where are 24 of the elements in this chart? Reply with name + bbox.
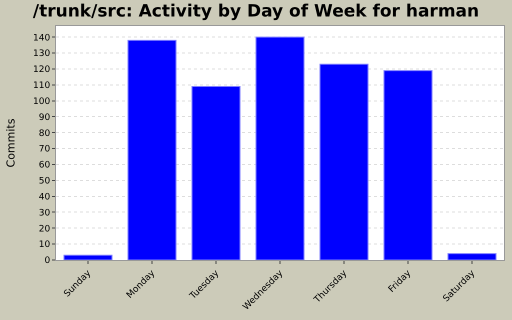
y-tick-label: 90 (38, 112, 50, 123)
bar (192, 86, 240, 260)
y-tick-label: 70 (38, 144, 50, 155)
bar (320, 64, 368, 260)
y-tick-label: 110 (33, 81, 50, 92)
y-axis-title: Commits (4, 118, 18, 168)
y-tick-label: 100 (33, 96, 50, 107)
y-tick-label: 0 (44, 256, 50, 266)
bar (256, 36, 304, 260)
y-tick-label: 10 (38, 240, 50, 250)
bar (448, 253, 496, 260)
y-tick-label: 20 (38, 224, 50, 234)
y-tick-label: 80 (38, 128, 50, 139)
y-tick-label: 50 (38, 176, 50, 187)
y-tick-label: 40 (38, 192, 50, 202)
chart-title: /trunk/src: Activity by Day of Week for harman (32, 2, 480, 22)
y-tick-label: 30 (38, 208, 50, 218)
bar (384, 70, 432, 260)
bar (64, 254, 112, 260)
y-tick-label: 140 (33, 33, 50, 44)
y-tick-label: 120 (33, 65, 50, 76)
y-tick-label: 130 (33, 49, 50, 60)
y-tick-label: 60 (38, 160, 50, 171)
bar (128, 40, 176, 260)
